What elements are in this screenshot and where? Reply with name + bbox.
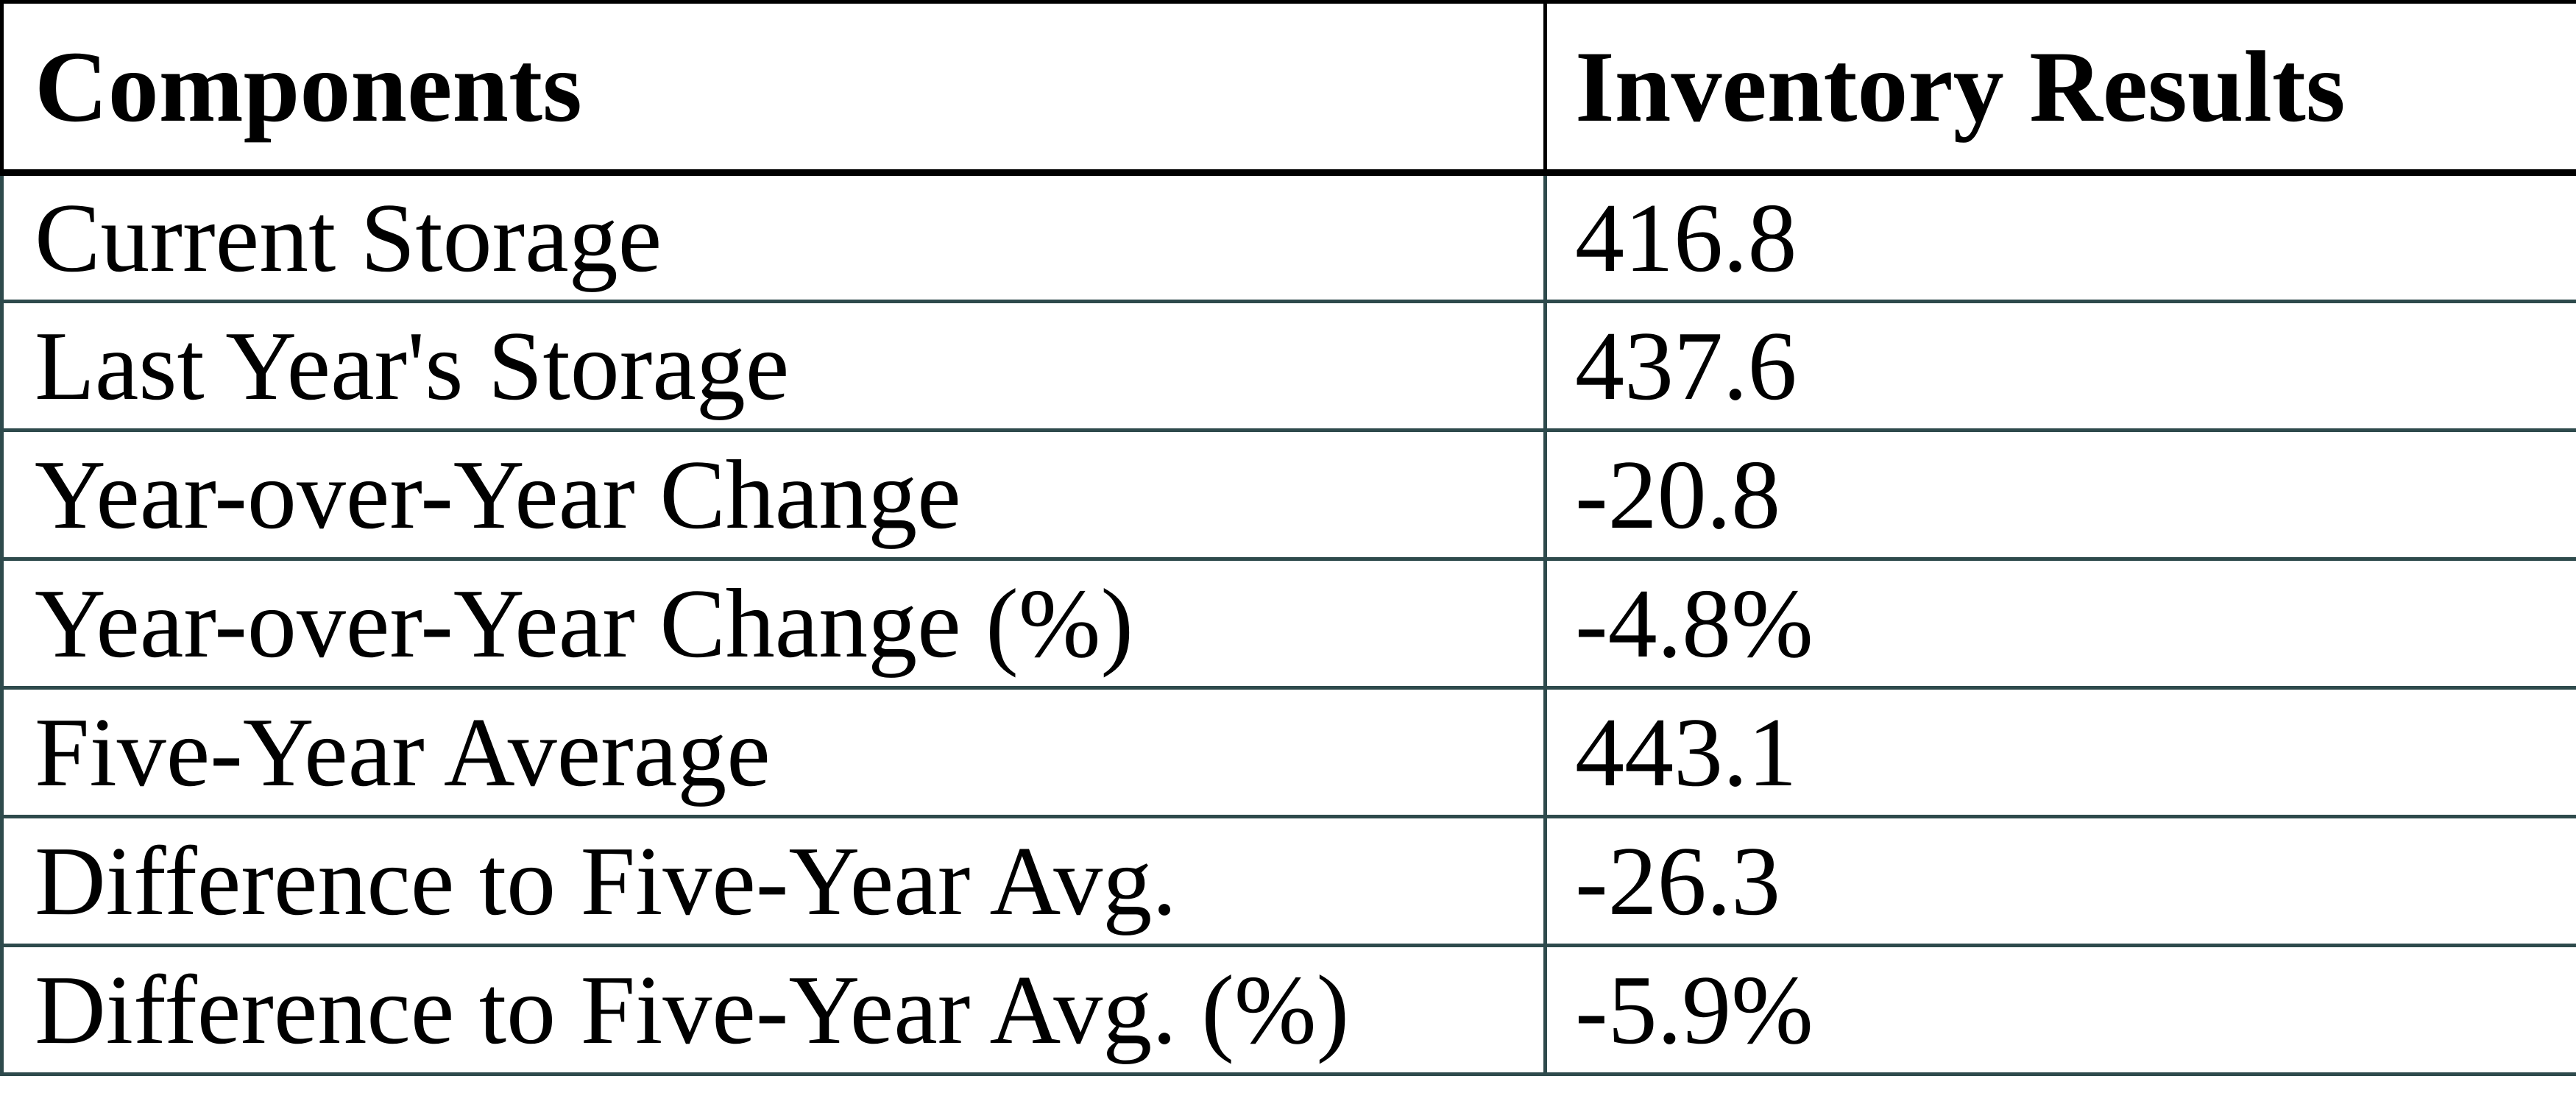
table-row: Difference to Five-Year Avg. -26.3	[0, 815, 2576, 947]
table-row: Last Year's Storage 437.6	[0, 300, 2576, 432]
result-value-cell: -5.9%	[1543, 944, 2576, 1076]
component-label-cell: Difference to Five-Year Avg. (%)	[0, 944, 1547, 1076]
result-value-cell: -4.8%	[1543, 557, 2576, 690]
table-row: Current Storage 416.8	[0, 171, 2576, 303]
column-header-components: Components	[0, 0, 1547, 176]
table-body: Current Storage 416.8 Last Year's Storag…	[0, 171, 2576, 1076]
result-value-cell: -20.8	[1543, 428, 2576, 561]
component-label-cell: Year-over-Year Change (%)	[0, 557, 1547, 690]
table-row: Year-over-Year Change -20.8	[0, 428, 2576, 561]
inventory-results-table: Components Inventory Results Current Sto…	[0, 0, 2576, 1076]
table-header: Components Inventory Results	[0, 0, 2576, 176]
component-label-cell: Difference to Five-Year Avg.	[0, 815, 1547, 947]
result-value-cell: 437.6	[1543, 300, 2576, 432]
result-value-cell: -26.3	[1543, 815, 2576, 947]
table-row: Difference to Five-Year Avg. (%) -5.9%	[0, 944, 2576, 1076]
component-label-cell: Five-Year Average	[0, 686, 1547, 818]
component-label-cell: Current Storage	[0, 171, 1547, 303]
column-header-inventory-results: Inventory Results	[1543, 0, 2576, 176]
result-value-cell: 416.8	[1543, 171, 2576, 303]
result-value-cell: 443.1	[1543, 686, 2576, 818]
table-row: Five-Year Average 443.1	[0, 686, 2576, 818]
table-row: Year-over-Year Change (%) -4.8%	[0, 557, 2576, 690]
component-label-cell: Last Year's Storage	[0, 300, 1547, 432]
header-row: Components Inventory Results	[0, 0, 2576, 176]
component-label-cell: Year-over-Year Change	[0, 428, 1547, 561]
